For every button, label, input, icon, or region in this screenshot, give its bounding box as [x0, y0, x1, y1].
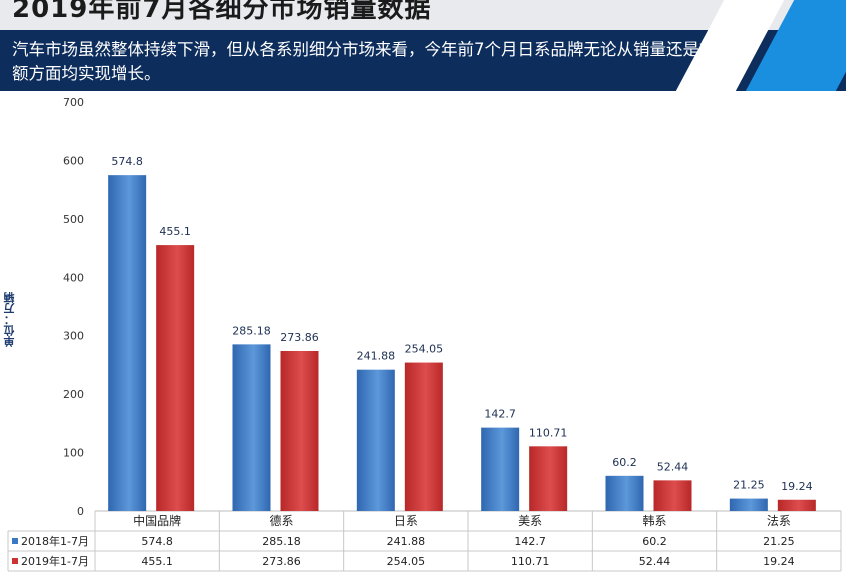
x-tick-label: 韩系 [642, 513, 666, 528]
bar-1-3 [529, 446, 568, 511]
data-label: 455.1 [159, 225, 191, 238]
table-cell: 241.88 [387, 535, 426, 548]
bar-1-5 [777, 499, 816, 511]
bar-0-2 [356, 369, 395, 511]
table-cell: 285.18 [262, 535, 301, 548]
bar-1-2 [404, 362, 443, 511]
y-tick-label: 300 [63, 330, 84, 343]
legend-key-0 [12, 538, 18, 544]
bar-0-5 [729, 498, 768, 511]
subtitle-text: 汽车市场虽然整体持续下滑，但从各系别细分市场来看，今年前7个月日系品牌无论从销量… [12, 40, 749, 83]
data-label: 241.88 [357, 350, 396, 363]
bar-1-4 [653, 480, 692, 511]
y-tick-label: 100 [63, 447, 84, 460]
table-cell: 60.2 [642, 535, 667, 548]
bar-0-0 [108, 175, 147, 511]
table-cell: 19.24 [763, 555, 795, 568]
bar-0-1 [232, 344, 271, 511]
x-tick-label: 法系 [767, 514, 791, 528]
bar-chart: 0 100 200 300 400 500 600 700 574.8 285.18 241.88 1… [7, 96, 842, 572]
y-tick-label: 500 [63, 213, 84, 226]
data-label: 254.05 [405, 343, 444, 356]
y-tick-label: 600 [63, 154, 84, 167]
x-tick-label: 日系 [394, 514, 418, 528]
data-label: 21.25 [733, 479, 765, 492]
page-title: 2019年前7月各细分市场销量数据 [12, 0, 432, 24]
table-cell: 574.8 [141, 535, 173, 548]
x-tick-label: 德系 [269, 513, 293, 528]
data-label: 285.18 [232, 324, 271, 337]
data-label: 52.44 [657, 460, 689, 473]
data-label: 60.2 [612, 456, 637, 469]
y-tick-label: 0 [77, 505, 84, 518]
table-cell: 52.44 [639, 555, 671, 568]
table-cell: 273.86 [262, 555, 301, 568]
y-axis-label: 单位：万辆 [3, 292, 16, 348]
data-label: 574.8 [111, 155, 143, 168]
y-tick-label: 400 [63, 271, 84, 284]
bar-0-3 [481, 427, 520, 511]
title-strip: 2019年前7月各细分市场销量数据 [0, 0, 846, 30]
table-cell: 455.1 [141, 555, 173, 568]
legend-key-1 [12, 558, 18, 564]
y-tick-label: 700 [63, 96, 84, 109]
y-tick-label: 200 [63, 388, 84, 401]
data-label: 110.71 [529, 426, 568, 439]
table-cell: 110.71 [511, 555, 550, 568]
data-label: 142.7 [484, 408, 516, 421]
bar-0-4 [605, 475, 644, 511]
data-label: 19.24 [781, 480, 813, 493]
x-tick-label: 中国品牌 [133, 513, 181, 528]
x-tick-label: 美系 [518, 514, 542, 528]
legend-label: 2019年1-7月 [21, 554, 89, 568]
bar-1-1 [280, 350, 319, 511]
data-label: 273.86 [280, 331, 319, 344]
table-cell: 142.7 [514, 535, 546, 548]
legend-label: 2018年1-7月 [21, 534, 89, 548]
table-cell: 254.05 [387, 555, 426, 568]
table-cell: 21.25 [763, 535, 795, 548]
bar-1-0 [156, 245, 195, 512]
